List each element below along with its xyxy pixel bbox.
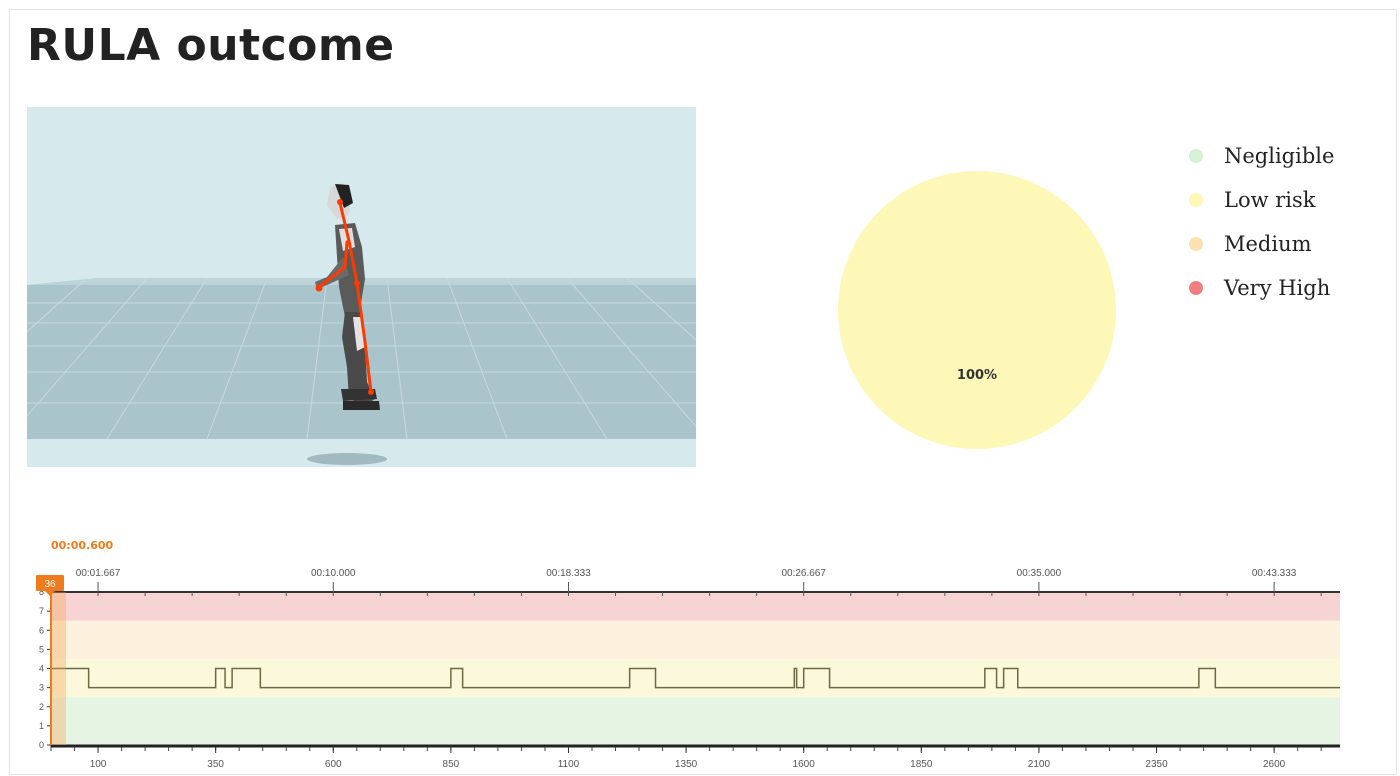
time-tick-label: 00:43.333 xyxy=(1252,568,1297,579)
risk-band-3 xyxy=(51,592,1340,621)
y-tick-label: 1 xyxy=(39,721,44,731)
legend-item-medium[interactable]: Medium xyxy=(1186,222,1334,266)
x-tick-label: 1850 xyxy=(910,759,933,770)
legend-label: Very High xyxy=(1224,276,1331,300)
legend-dot-icon xyxy=(1189,149,1203,163)
legend-dot-icon xyxy=(1189,237,1203,251)
playhead-shade xyxy=(50,592,66,745)
legend-label: Low risk xyxy=(1224,188,1316,212)
time-tick-label: 00:18.333 xyxy=(546,568,591,579)
y-tick-label: 0 xyxy=(39,740,44,750)
y-tick-label: 6 xyxy=(39,625,44,635)
motion-viewer[interactable] xyxy=(27,107,696,467)
risk-band-1 xyxy=(51,658,1340,698)
x-tick-label: 1100 xyxy=(558,759,580,770)
playhead-frame-label: 36 xyxy=(44,579,56,590)
time-tick-label: 00:10.000 xyxy=(311,568,356,579)
rula-timeline-chart[interactable]: 00:01.667 00:10.000 00:18.333 00:26.667 00:3… xyxy=(27,555,1343,776)
x-tick-label: 1600 xyxy=(793,759,816,770)
y-tick-label: 2 xyxy=(39,702,44,712)
time-tick-label: 00:01.667 xyxy=(76,568,121,579)
x-tick-label: 350 xyxy=(207,759,224,770)
x-tick-label: 1350 xyxy=(675,759,698,770)
legend-dot-icon xyxy=(1189,193,1203,207)
rula-score-line xyxy=(51,667,1340,689)
page-frame xyxy=(9,9,1397,775)
y-tick-label: 8 xyxy=(39,587,44,597)
x-tick-label: 100 xyxy=(90,759,107,770)
x-tick-label: 2100 xyxy=(1028,759,1051,770)
risk-band-2 xyxy=(51,620,1340,659)
page-title: RULA outcome xyxy=(27,20,395,71)
legend-item-low-risk[interactable]: Low risk xyxy=(1186,178,1334,222)
risk-pie-chart: 100% xyxy=(835,168,1119,452)
y-tick-label: 5 xyxy=(39,644,44,654)
pie-slice-label: 100% xyxy=(956,368,998,383)
y-tick-label: 4 xyxy=(39,664,44,674)
x-tick-label: 600 xyxy=(325,759,342,770)
legend-item-negligible[interactable]: Negligible xyxy=(1186,134,1334,178)
playhead-pointer-icon xyxy=(45,591,55,596)
pie-svg xyxy=(838,171,1116,449)
playhead-handle xyxy=(36,575,64,591)
mannequin-figure xyxy=(315,183,380,410)
y-tick-label: 7 xyxy=(39,606,44,616)
risk-band-0 xyxy=(51,697,1340,745)
legend-item-very-high[interactable]: Very High xyxy=(1186,266,1334,310)
scene-canvas[interactable] xyxy=(27,107,696,467)
risk-legend: Negligible Low risk Medium Very High xyxy=(1186,134,1334,310)
legend-label: Medium xyxy=(1224,232,1312,256)
time-tick-label: 00:35.000 xyxy=(1017,568,1062,579)
time-tick-label: 00:26.667 xyxy=(781,568,826,579)
current-time-label: 00:00.600 xyxy=(51,539,114,552)
x-tick-label: 2350 xyxy=(1145,759,1168,770)
x-tick-label: 850 xyxy=(443,759,460,770)
pie-slice-low-risk xyxy=(838,171,1116,449)
legend-dot-icon xyxy=(1189,281,1203,295)
legend-label: Negligible xyxy=(1224,144,1335,168)
x-tick-label: 2600 xyxy=(1263,759,1286,770)
y-tick-label: 3 xyxy=(39,683,44,693)
